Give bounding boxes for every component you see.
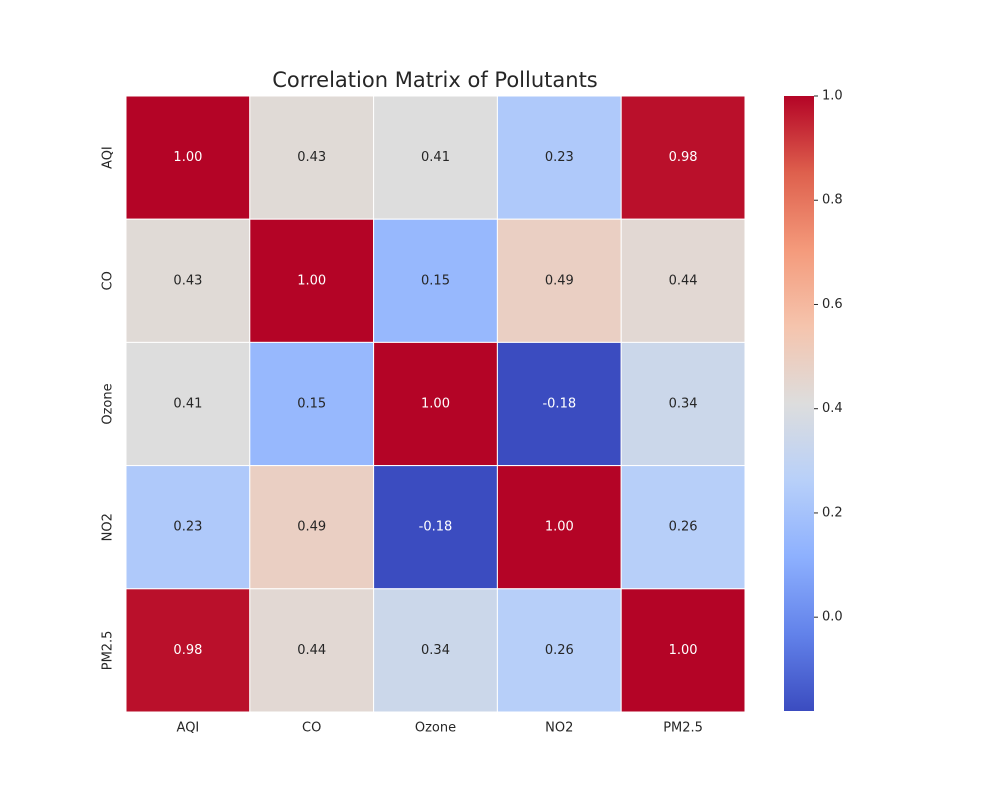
heatmap-cell: [125, 95, 251, 220]
y-tick-label: AQI: [101, 146, 116, 169]
cell-label: -0.18: [419, 520, 453, 535]
colorbar: [784, 96, 814, 711]
cell-label: -0.18: [542, 397, 576, 412]
cell-label: 0.41: [421, 150, 450, 165]
x-tick-label: CO: [302, 721, 321, 736]
colorbar-tick-label: 0.2: [822, 505, 843, 520]
cell-label: 0.34: [669, 397, 698, 412]
cell-label: 1.00: [421, 397, 450, 412]
cell-label: 0.26: [669, 520, 698, 535]
x-tick-label: NO2: [545, 721, 573, 736]
cell-label: 0.49: [297, 520, 326, 535]
heatmap-cell: [620, 218, 746, 343]
cell-label: 0.43: [173, 273, 202, 288]
heatmap-cell: [373, 218, 498, 343]
cell-label: 1.00: [545, 520, 574, 535]
cell-label: 1.00: [173, 150, 202, 165]
y-tick-label: PM2.5: [101, 631, 116, 671]
heatmap-cell: [249, 341, 375, 467]
heatmap-cell: [496, 465, 622, 590]
heatmap-cell: [125, 218, 251, 343]
cell-label: 0.98: [173, 643, 202, 658]
heatmap-cell: [125, 465, 251, 590]
cell-label: 0.44: [669, 273, 698, 288]
x-tick-label: PM2.5: [663, 721, 703, 736]
colorbar-tick-label: 0.0: [822, 610, 843, 625]
cell-label: 0.49: [545, 273, 574, 288]
cell-label: 0.44: [297, 643, 326, 658]
x-tick-label: Ozone: [415, 721, 456, 736]
heatmap-cell: [249, 95, 375, 220]
heatmap-cell: [125, 588, 251, 713]
colorbar-tick-label: 0.6: [822, 297, 843, 312]
cell-label: 0.98: [669, 150, 698, 165]
cell-label: 0.15: [421, 273, 450, 288]
cell-label: 0.26: [545, 643, 574, 658]
heatmap-cell: [373, 588, 498, 713]
heatmap-cell: [620, 465, 746, 590]
heatmap-cell: [373, 95, 498, 220]
cell-label: 0.34: [421, 643, 450, 658]
heatmap-cell: [249, 465, 375, 590]
heatmap-cell: [496, 95, 622, 220]
heatmap-cell: [373, 465, 498, 590]
cell-label: 1.00: [669, 643, 698, 658]
colorbar-tick-label: 1.0: [822, 89, 843, 104]
heatmap-cell: [620, 341, 746, 467]
y-tick-label: Ozone: [101, 383, 116, 424]
cell-label: 0.43: [297, 150, 326, 165]
heatmap-cell: [620, 95, 746, 220]
heatmap-cell: [496, 341, 622, 467]
heatmap-cell: [620, 588, 746, 713]
y-tick-label: NO2: [101, 513, 116, 541]
cell-label: 0.15: [297, 397, 326, 412]
cell-label: 0.23: [545, 150, 574, 165]
colorbar-tick-label: 0.4: [822, 401, 843, 416]
x-tick-label: AQI: [177, 721, 200, 736]
heatmap-cell: [249, 588, 375, 713]
heatmap-cell: [373, 341, 498, 467]
cell-label: 0.23: [173, 520, 202, 535]
cell-label: 0.41: [173, 397, 202, 412]
colorbar-tick-label: 0.8: [822, 193, 843, 208]
chart-title: Correlation Matrix of Pollutants: [272, 68, 598, 92]
y-tick-label: CO: [101, 271, 116, 290]
cell-label: 1.00: [297, 273, 326, 288]
